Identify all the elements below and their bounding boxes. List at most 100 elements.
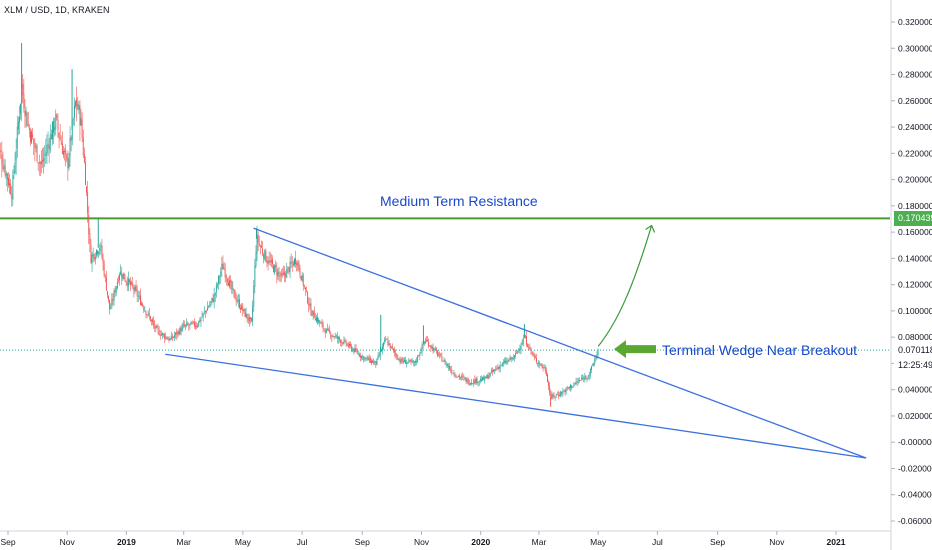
candle-body xyxy=(197,325,199,327)
candle-body xyxy=(477,381,479,383)
candle-body xyxy=(104,275,106,277)
candle-body xyxy=(467,379,469,384)
candle-body xyxy=(186,323,188,326)
candle-body xyxy=(470,382,471,385)
candle-body xyxy=(306,290,308,292)
candle-body xyxy=(585,376,587,378)
candle-body xyxy=(456,376,458,378)
candle-body xyxy=(374,360,376,363)
candle-body xyxy=(519,348,521,350)
candle-body xyxy=(160,334,162,336)
candle-body xyxy=(318,319,320,323)
candle-body xyxy=(70,137,72,141)
candle-body xyxy=(434,349,436,350)
candle-body xyxy=(439,354,441,355)
candle-body xyxy=(422,344,424,346)
candle-body xyxy=(588,374,590,377)
candle-body xyxy=(92,253,94,257)
candle-body xyxy=(228,282,229,286)
candle-body xyxy=(96,250,97,256)
candle-body xyxy=(552,394,554,396)
x-tick-label: Nov xyxy=(414,537,430,547)
candle-body xyxy=(468,383,470,385)
candle-body xyxy=(508,360,510,362)
candle-body xyxy=(28,128,30,131)
candle-body xyxy=(21,86,23,105)
candle-body xyxy=(288,267,290,273)
symbol-title: XLM / USD, 1D, KRAKEN xyxy=(4,5,110,15)
candle-body xyxy=(340,340,342,343)
candle-body xyxy=(448,365,449,367)
candle-body xyxy=(34,142,36,149)
candle-body xyxy=(419,353,421,357)
candle-body xyxy=(30,130,31,142)
candle-body xyxy=(47,144,49,146)
candle-body xyxy=(338,337,339,339)
candle-body xyxy=(344,339,346,341)
candle-body xyxy=(165,336,167,339)
candle-body xyxy=(442,361,444,363)
x-tick-label: May xyxy=(590,537,607,547)
candle-body xyxy=(158,330,160,336)
candle-body xyxy=(280,272,282,276)
candle-body xyxy=(251,318,253,321)
candle-body xyxy=(499,365,501,369)
candle-body xyxy=(396,353,398,358)
candle-body xyxy=(389,343,391,349)
candle-body xyxy=(258,244,260,246)
candle-body xyxy=(564,390,566,393)
candle-body xyxy=(82,137,84,155)
candle-body xyxy=(516,352,518,354)
x-tick-label: Sep xyxy=(710,537,725,547)
candle-body xyxy=(178,331,180,335)
candle-body xyxy=(563,390,565,392)
candle-body xyxy=(163,334,165,335)
candle-body xyxy=(213,294,215,303)
countdown-tag: 12:25:49 xyxy=(894,358,932,373)
candle-body xyxy=(526,336,528,345)
candle-body xyxy=(232,287,234,290)
candle-body xyxy=(142,303,144,307)
candle-body xyxy=(276,268,278,276)
candle-body xyxy=(55,114,57,129)
candle-body xyxy=(188,325,190,327)
candle-body xyxy=(330,333,332,337)
candle-body xyxy=(182,324,184,327)
candle-body xyxy=(586,378,588,379)
candle-body xyxy=(515,353,517,356)
candle-body xyxy=(476,378,478,384)
candle-body xyxy=(566,387,568,389)
y-tick-label: -0.060000 xyxy=(898,516,932,526)
candle-body xyxy=(179,327,181,335)
candle-body xyxy=(294,258,295,265)
candle-body xyxy=(267,261,269,264)
candle-body xyxy=(203,311,205,313)
candle-body xyxy=(482,377,484,381)
candle-body xyxy=(133,287,135,291)
candle-body xyxy=(295,258,297,265)
candle-body xyxy=(68,157,70,169)
candle-body xyxy=(364,357,366,360)
candle-body xyxy=(527,344,529,348)
candle-body xyxy=(26,113,28,127)
candle-body xyxy=(109,299,111,310)
candle-body xyxy=(413,361,415,363)
candle-body xyxy=(373,361,375,364)
candle-body xyxy=(531,351,533,354)
candle-body xyxy=(100,245,102,248)
candle-body xyxy=(361,356,363,359)
candle-body xyxy=(342,342,344,344)
candle-body xyxy=(119,274,121,280)
candle-body xyxy=(443,360,445,361)
candle-body xyxy=(351,346,353,351)
candle-body xyxy=(189,323,191,325)
candle-body xyxy=(134,286,136,292)
candle-body xyxy=(382,346,383,351)
candle-body xyxy=(437,351,438,356)
candle-body xyxy=(121,272,123,278)
candle-body xyxy=(577,381,579,383)
candle-body xyxy=(239,299,240,308)
